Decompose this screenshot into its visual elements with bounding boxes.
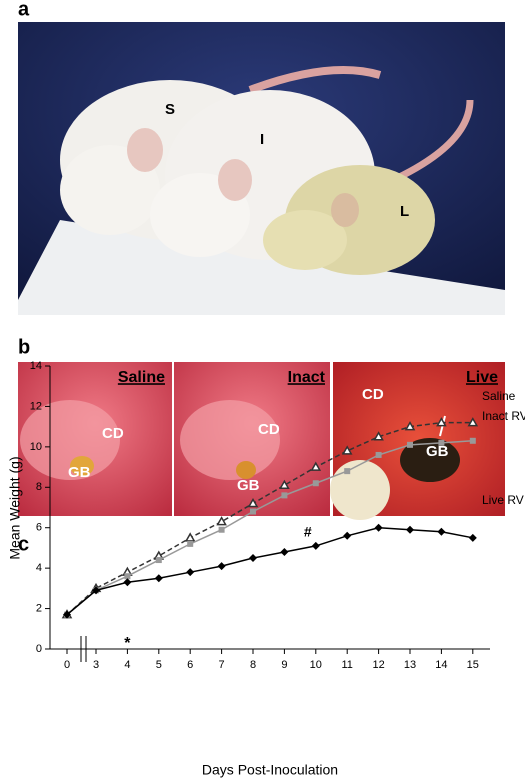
marker (155, 557, 162, 564)
x-tick-label: 4 (124, 659, 130, 671)
marker (124, 573, 131, 580)
series-line (66, 421, 473, 616)
marker (343, 531, 352, 540)
marker (344, 468, 351, 475)
x-tick-label: 5 (156, 659, 162, 671)
y-tick-label: 12 (30, 400, 42, 412)
marker (436, 417, 447, 427)
photo-title: Live (466, 369, 498, 386)
marker (406, 525, 414, 534)
marker (279, 479, 290, 490)
photo-label: GB (426, 443, 449, 460)
photo-label: S (165, 101, 175, 118)
marker (437, 527, 446, 536)
photo-label: CD (102, 425, 124, 442)
marker (341, 445, 353, 455)
y-tick-label: 14 (30, 360, 42, 372)
y-tick-label: 10 (30, 441, 42, 453)
x-tick-label: 14 (435, 659, 447, 671)
x-tick-label: 15 (467, 659, 479, 671)
marker (374, 523, 383, 532)
marker (312, 480, 319, 487)
photo-a (18, 22, 505, 315)
panel-label: c (18, 533, 29, 555)
marker (407, 441, 413, 448)
x-tick-label: 3 (93, 659, 99, 671)
y-axis-label: Mean Weight (g) (7, 456, 23, 559)
annotation: # (304, 524, 312, 540)
marker (187, 540, 194, 547)
annotation: * (124, 635, 131, 652)
x-tick-label: 7 (219, 659, 225, 671)
x-tick-label: 6 (187, 659, 193, 671)
photo-label: GB (68, 464, 91, 481)
marker (184, 532, 196, 542)
y-tick-label: 0 (36, 643, 42, 655)
x-axis-label: Days Post-Inoculation (202, 762, 338, 778)
marker (404, 421, 416, 431)
x-tick-label: 13 (404, 659, 416, 671)
x-tick-label: 12 (372, 659, 384, 671)
x-tick-label: 11 (341, 659, 352, 671)
marker (281, 492, 288, 499)
photo-label: I (260, 131, 264, 148)
y-tick-label: 6 (36, 522, 42, 534)
marker (247, 497, 259, 508)
photo-label: GB (237, 477, 260, 494)
series-label: Inact RV (482, 409, 525, 423)
series-label: Live RV (482, 493, 524, 507)
marker (92, 586, 100, 595)
photo-b (18, 362, 505, 520)
marker (186, 568, 195, 577)
marker (311, 541, 320, 550)
y-tick-label: 8 (36, 481, 42, 493)
x-tick-label: 10 (310, 659, 322, 671)
marker (154, 574, 163, 583)
marker (469, 437, 476, 444)
panel-label: b (18, 336, 30, 358)
marker (373, 431, 384, 441)
marker (249, 554, 257, 563)
marker (280, 547, 289, 556)
y-tick-label: 2 (36, 602, 42, 614)
marker (123, 578, 132, 587)
photo-title: Inact (288, 369, 326, 386)
photo-label: CD (258, 421, 280, 438)
photo-label: CD (362, 386, 384, 403)
marker (375, 451, 382, 458)
panel-label: a (18, 0, 30, 20)
marker (310, 461, 322, 471)
x-tick-label: 8 (250, 659, 256, 671)
marker (216, 516, 227, 526)
series-line (66, 440, 473, 616)
photo-title: Saline (118, 369, 165, 386)
marker (218, 526, 225, 533)
x-tick-label: 9 (281, 659, 287, 671)
marker (217, 562, 226, 571)
y-tick-label: 4 (36, 562, 42, 574)
marker (63, 610, 71, 619)
series-label: Saline (482, 389, 516, 403)
x-tick-label: 0 (64, 659, 70, 671)
marker (468, 533, 477, 542)
marker (438, 439, 445, 446)
marker (250, 508, 256, 515)
series-line (66, 526, 473, 616)
photo-label: L (400, 203, 409, 220)
marker (467, 417, 479, 427)
